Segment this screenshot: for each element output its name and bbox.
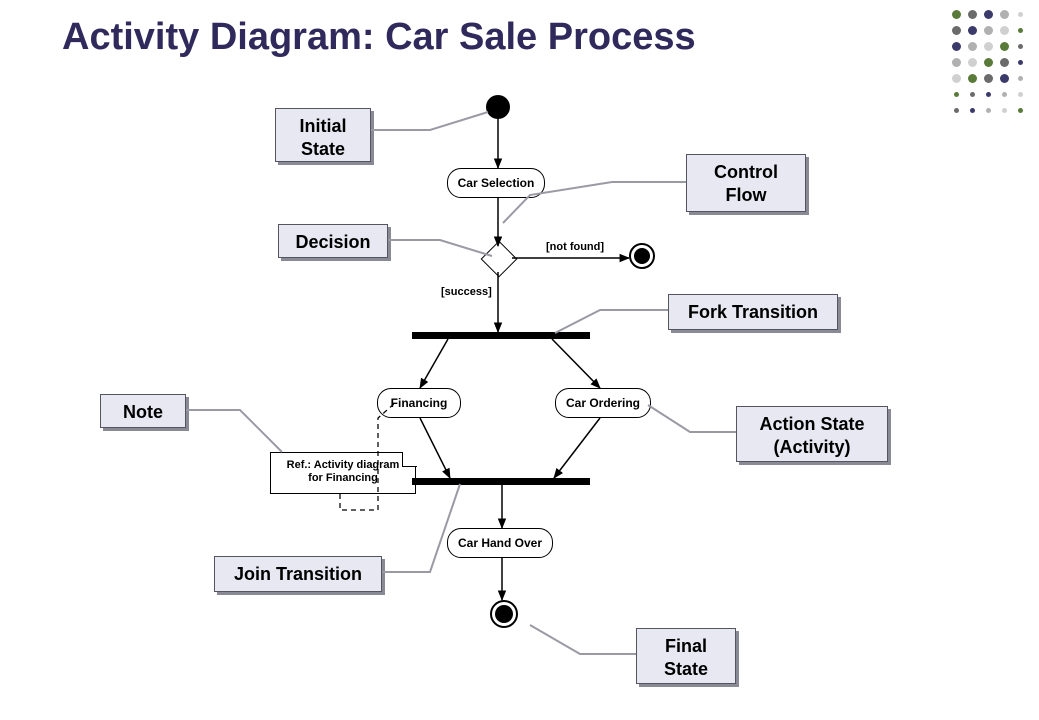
label-action-state: Action State(Activity) [736, 406, 888, 462]
deco-dot [1018, 44, 1023, 49]
deco-dot [984, 58, 993, 67]
deco-dot [1018, 92, 1023, 97]
deco-dot [1000, 26, 1009, 35]
activity-car-ordering: Car Ordering [555, 388, 651, 418]
deco-dot [970, 108, 975, 113]
deco-dot [986, 108, 991, 113]
final-node-small [629, 243, 655, 269]
deco-dot [952, 10, 961, 19]
label-decision: Decision [278, 224, 388, 258]
deco-dot [1002, 92, 1007, 97]
label-fork-transition: Fork Transition [668, 294, 838, 330]
deco-dot [1018, 60, 1023, 65]
label-join-transition: Join Transition [214, 556, 382, 592]
deco-dot [954, 108, 959, 113]
page-title: Activity Diagram: Car Sale Process [62, 16, 696, 59]
deco-dot [952, 58, 961, 67]
deco-dot [968, 42, 977, 51]
final-inner-icon [634, 248, 650, 264]
diagram-note: Ref.: Activity diagramfor Financing [270, 452, 416, 494]
label-initial-state: InitialState [275, 108, 371, 162]
deco-dot [984, 26, 993, 35]
activity-text: Car Selection [458, 176, 535, 190]
guard-success: [success] [441, 286, 492, 298]
final-node [490, 600, 518, 628]
join-bar [412, 478, 590, 485]
label-text: InitialState [299, 116, 346, 159]
deco-dot [952, 74, 961, 83]
deco-dot [986, 92, 991, 97]
deco-dot [954, 92, 959, 97]
deco-dot [952, 42, 961, 51]
deco-dot [1000, 58, 1009, 67]
deco-dot [970, 92, 975, 97]
deco-dot [1018, 76, 1023, 81]
activity-text: Car Ordering [566, 396, 640, 410]
deco-dot [984, 10, 993, 19]
deco-dot [1000, 10, 1009, 19]
decision-node [481, 241, 518, 278]
note-text: Ref.: Activity diagramfor Financing [287, 459, 400, 484]
activity-car-hand-over: Car Hand Over [447, 528, 553, 558]
deco-dot [1000, 74, 1009, 83]
deco-dot [952, 26, 961, 35]
label-text: Join Transition [234, 564, 362, 584]
label-text: FinalState [664, 636, 708, 679]
label-final-state: FinalState [636, 628, 736, 684]
final-inner-icon [495, 605, 513, 623]
deco-dot [1018, 12, 1023, 17]
initial-state-node [486, 95, 510, 119]
deco-dot [968, 26, 977, 35]
activity-financing: Financing [377, 388, 461, 418]
label-control-flow: ControlFlow [686, 154, 806, 212]
deco-dot [984, 42, 993, 51]
note-fold-icon [402, 452, 417, 467]
deco-dot [968, 10, 977, 19]
label-text: ControlFlow [714, 162, 778, 205]
label-text: Action State(Activity) [759, 414, 864, 457]
deco-dot [968, 74, 977, 83]
connector-layer [0, 0, 1039, 720]
deco-dot [1000, 42, 1009, 51]
label-note: Note [100, 394, 186, 428]
deco-dot [1018, 108, 1023, 113]
deco-dot [1018, 28, 1023, 33]
activity-text: Financing [391, 396, 448, 410]
deco-dot [968, 58, 977, 67]
deco-dot [1002, 108, 1007, 113]
fork-bar [412, 332, 590, 339]
activity-car-selection: Car Selection [447, 168, 545, 198]
label-text: Note [123, 402, 163, 422]
label-text: Decision [295, 232, 370, 252]
label-text: Fork Transition [688, 302, 818, 322]
activity-text: Car Hand Over [458, 536, 542, 550]
guard-not-found: [not found] [546, 241, 604, 253]
deco-dot [984, 74, 993, 83]
